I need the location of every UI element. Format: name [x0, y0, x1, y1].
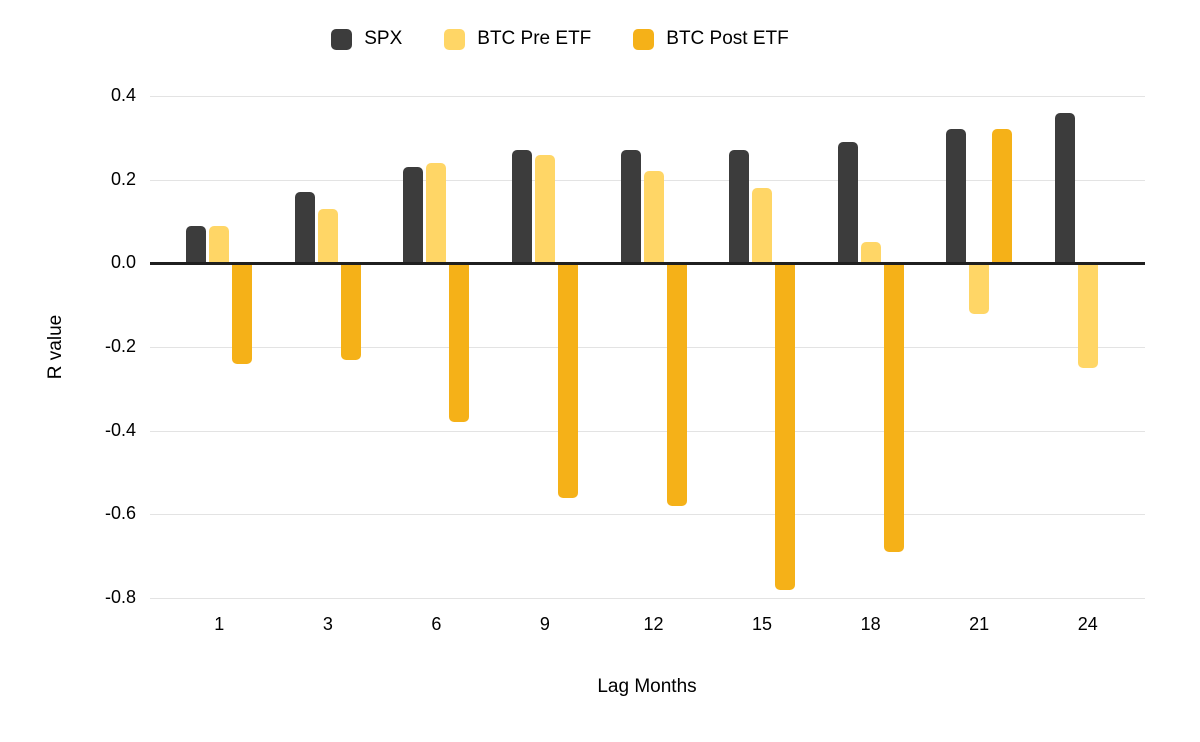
- y-tick-label: -0.2: [104, 336, 136, 356]
- x-tick-label-12: 12: [643, 614, 664, 634]
- bar-btc-pre-etf-lag-1: [209, 225, 230, 263]
- y-tick-label: -0.6: [104, 503, 136, 524]
- bar-spx-lag-24: [1054, 112, 1075, 263]
- bar-spx-lag-6: [403, 167, 424, 263]
- y-tick-label: -0.8: [104, 587, 136, 607]
- x-tick-label-18: 18: [860, 614, 881, 634]
- x-axis-title: Lag Months: [597, 676, 697, 697]
- bar-btc-post-etf-lag-9: [557, 265, 578, 498]
- gridline: [150, 347, 1145, 348]
- y-tick-label: -0.4: [104, 419, 136, 440]
- bar-btc-pre-etf-lag-15: [752, 188, 773, 263]
- x-tick-label-15: 15: [752, 614, 773, 634]
- bar-btc-pre-etf-lag-6: [426, 162, 447, 263]
- bar-spx-lag-3: [294, 192, 315, 263]
- legend-item-btc-post-etf: BTC Post ETF: [633, 28, 789, 50]
- y-tick-label: 0.4: [110, 85, 136, 105]
- bar-spx-lag-21: [946, 129, 967, 263]
- plot-area: [150, 96, 1145, 599]
- bar-btc-post-etf-lag-18: [883, 265, 904, 552]
- bar-btc-post-etf-lag-12: [666, 265, 687, 506]
- bar-btc-pre-etf-lag-12: [643, 171, 664, 263]
- gridline: [150, 514, 1145, 516]
- y-tick-label: 0.2: [110, 168, 136, 189]
- zero-axis-line: [150, 262, 1145, 266]
- bar-btc-pre-etf-lag-3: [317, 208, 338, 263]
- bar-btc-pre-etf-lag-18: [860, 242, 881, 263]
- legend-swatch-spx: [331, 28, 353, 50]
- x-tick-label-24: 24: [1077, 614, 1098, 634]
- x-tick-label-21: 21: [969, 614, 990, 634]
- x-tick-label-9: 9: [539, 614, 550, 634]
- legend-label-spx: SPX: [364, 28, 403, 49]
- legend-label-btc-pre-etf: BTC Pre ETF: [477, 28, 592, 49]
- y-tick-label: 0.0: [110, 252, 136, 273]
- bar-btc-post-etf-lag-21: [992, 129, 1013, 263]
- gridline: [150, 598, 1145, 599]
- legend-swatch-btc-post-etf: [633, 28, 655, 50]
- bar-spx-lag-15: [729, 150, 750, 263]
- gridline: [150, 430, 1145, 432]
- bar-btc-post-etf-lag-6: [449, 265, 470, 423]
- legend-item-btc-pre-etf: BTC Pre ETF: [444, 28, 591, 50]
- bar-spx-lag-18: [837, 142, 858, 263]
- chart-legend: SPX BTC Pre ETF BTC Post ETF: [0, 28, 1120, 50]
- bar-btc-post-etf-lag-3: [340, 265, 361, 360]
- bar-btc-pre-etf-lag-21: [969, 265, 990, 314]
- legend-item-spx: SPX: [331, 28, 402, 50]
- x-tick-label-1: 1: [214, 614, 225, 634]
- bar-btc-pre-etf-lag-24: [1077, 265, 1098, 368]
- gridline: [150, 96, 1145, 97]
- x-tick-label-6: 6: [431, 614, 442, 634]
- bar-btc-pre-etf-lag-9: [534, 154, 555, 263]
- x-tick-label-3: 3: [322, 614, 333, 634]
- bar-spx-lag-1: [186, 225, 207, 263]
- bar-spx-lag-9: [511, 150, 532, 263]
- bar-btc-post-etf-lag-15: [775, 265, 796, 590]
- bar-btc-post-etf-lag-1: [232, 265, 253, 364]
- legend-label-btc-post-etf: BTC Post ETF: [666, 28, 789, 49]
- bar-spx-lag-12: [620, 150, 641, 263]
- legend-swatch-btc-pre-etf: [444, 28, 466, 50]
